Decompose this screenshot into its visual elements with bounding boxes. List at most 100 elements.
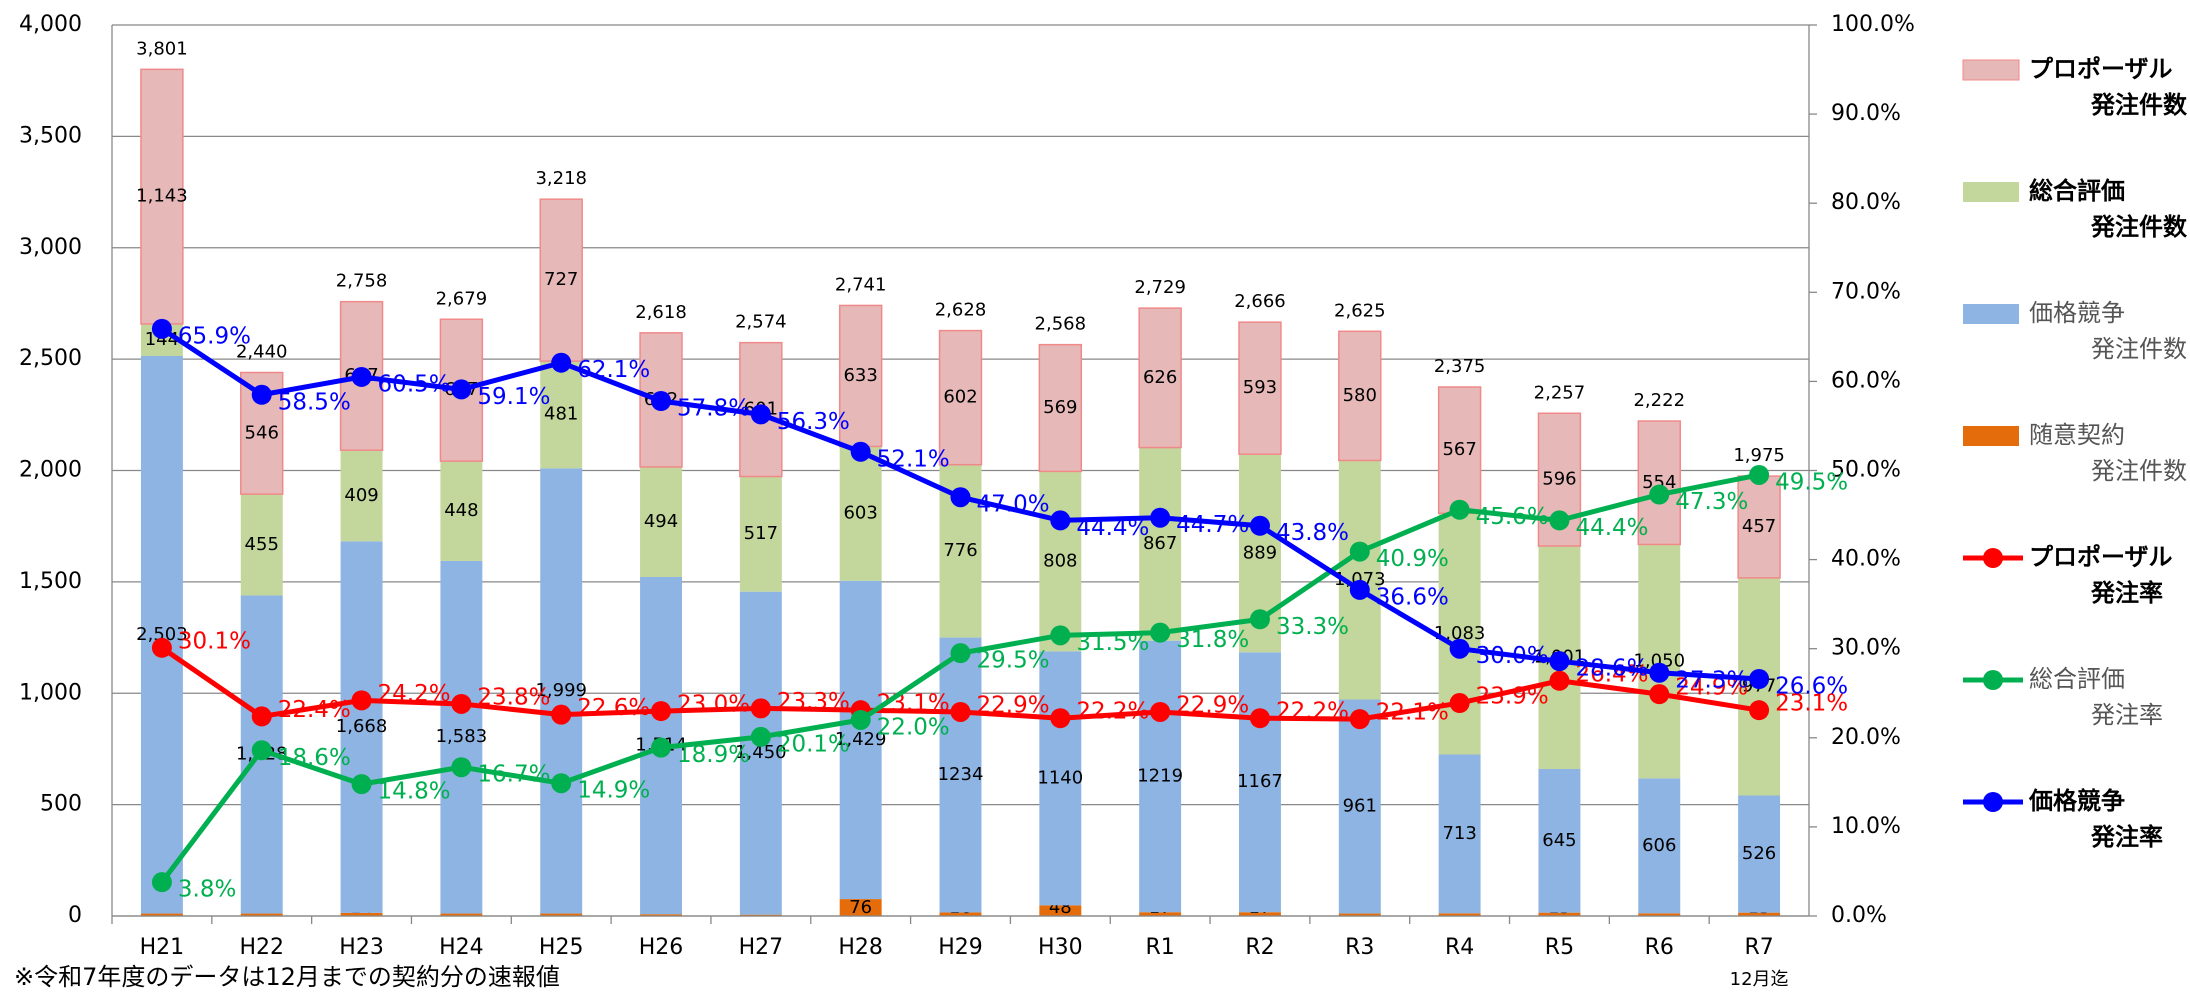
legend-swatch (1963, 182, 2019, 202)
line-point (1749, 668, 1770, 689)
bar-segment (440, 913, 483, 916)
line-label: 44.7% (1176, 512, 1249, 538)
line-point (750, 726, 771, 747)
line-point (950, 643, 971, 664)
bar-label: 603 (843, 503, 877, 524)
y-tick-label: 3,000 (19, 235, 82, 260)
bar-segment (540, 468, 583, 914)
line-label: 57.8% (677, 396, 750, 422)
line-label: 23.1% (1775, 691, 1848, 717)
bar-label: 889 (1243, 542, 1277, 563)
bar-label: 593 (1243, 377, 1277, 398)
bar-label: 1167 (1237, 771, 1283, 792)
bar-segment (1438, 913, 1481, 916)
total-label: 2,666 (1234, 291, 1286, 312)
bar-label: 727 (544, 269, 578, 290)
bar-label: 596 (1542, 469, 1576, 490)
total-label: 1,975 (1733, 445, 1785, 466)
bar-label: 1219 (1137, 765, 1183, 786)
line-point (551, 352, 572, 373)
y-tick-label: 0 (68, 903, 82, 928)
line-point (651, 701, 672, 722)
line-point (1549, 670, 1570, 691)
bar-segment (1139, 912, 1182, 916)
line-point (1549, 510, 1570, 531)
line-point (1150, 701, 1171, 722)
line-label: 18.6% (278, 745, 351, 771)
x-tick-label: R4 (1445, 935, 1474, 960)
y-tick-label: 2,500 (19, 346, 82, 371)
total-label: 2,574 (735, 312, 787, 333)
y2-tick-label: 60.0% (1831, 368, 1901, 393)
line-label: 31.8% (1176, 627, 1249, 653)
bar-label: 808 (1043, 550, 1077, 571)
bar-label: 409 (344, 485, 378, 506)
bar-segment (539, 198, 583, 362)
bar-label: 602 (943, 387, 977, 408)
line-label: 30.0% (1476, 643, 1549, 669)
total-label: 2,257 (1534, 382, 1586, 403)
line-label: 36.6% (1376, 584, 1449, 610)
line-label: 59.1% (477, 384, 550, 410)
bar-label: 494 (644, 511, 678, 532)
bar-segment (1638, 544, 1681, 779)
bar-segment (1239, 652, 1281, 913)
bar-segment (839, 899, 882, 916)
bar-segment (540, 361, 583, 469)
bar-segment (540, 913, 583, 916)
x-tick-label: H21 (140, 935, 185, 960)
x-tick-label: R6 (1645, 935, 1674, 960)
x-tick-label: H28 (838, 935, 883, 960)
line-point (1150, 507, 1171, 528)
bar-label: 448 (444, 500, 478, 521)
x-tick-label: H27 (739, 935, 784, 960)
bar-segment (839, 580, 882, 900)
total-label: 2,440 (236, 341, 288, 362)
line-point (1349, 541, 1370, 562)
y2-tick-label: 0.0% (1831, 903, 1887, 928)
line-label: 62.1% (577, 357, 650, 383)
x-tick-label: R7 (1744, 935, 1773, 960)
line-point (1449, 638, 1470, 659)
bar-segment (640, 466, 682, 577)
x-tick-label: R5 (1545, 935, 1574, 960)
y2-tick-label: 80.0% (1831, 190, 1901, 215)
y2-tick-label: 70.0% (1831, 279, 1901, 304)
bar-segment (140, 356, 183, 914)
bar-segment (640, 914, 682, 916)
line-point (451, 757, 472, 778)
bar-segment (739, 914, 782, 916)
total-label: 2,729 (1134, 277, 1186, 298)
legend-label: プロポーザル発注件数 (2029, 55, 2188, 119)
legend-label: プロポーザル発注率 (2029, 543, 2173, 607)
line-label: 28.6% (1575, 656, 1648, 682)
bar-segment (340, 450, 383, 542)
line-point (950, 701, 971, 722)
bar-segment (1538, 912, 1581, 916)
legend-label: 総合評価発注件数 (2029, 177, 2188, 241)
bar-label: 626 (1143, 367, 1177, 388)
total-label: 2,741 (835, 274, 887, 295)
bar-segment (939, 637, 982, 913)
y2-tick-label: 90.0% (1831, 101, 1901, 126)
legend-point (1983, 548, 2003, 568)
bar-label: 546 (245, 422, 279, 443)
line-label: 60.5% (378, 371, 451, 397)
line-point (351, 774, 372, 795)
x-tick-label: R3 (1345, 935, 1374, 960)
line-point (1349, 709, 1370, 730)
y-tick-label: 3,500 (19, 123, 82, 148)
line-point (1150, 622, 1171, 643)
bar-segment (1038, 343, 1083, 473)
line-label: 40.9% (1376, 546, 1449, 572)
line-point (251, 706, 272, 727)
line-label: 3.8% (178, 877, 236, 903)
line-point (351, 690, 372, 711)
bar-label: 1,999 (535, 680, 587, 701)
legend-label: 随意契約発注件数 (2029, 421, 2187, 485)
line-label: 65.9% (178, 323, 251, 349)
line-label: 44.4% (1575, 515, 1648, 541)
bar-segment (1039, 471, 1082, 652)
total-label: 2,628 (935, 300, 987, 321)
line-label: 22.6% (577, 695, 650, 721)
